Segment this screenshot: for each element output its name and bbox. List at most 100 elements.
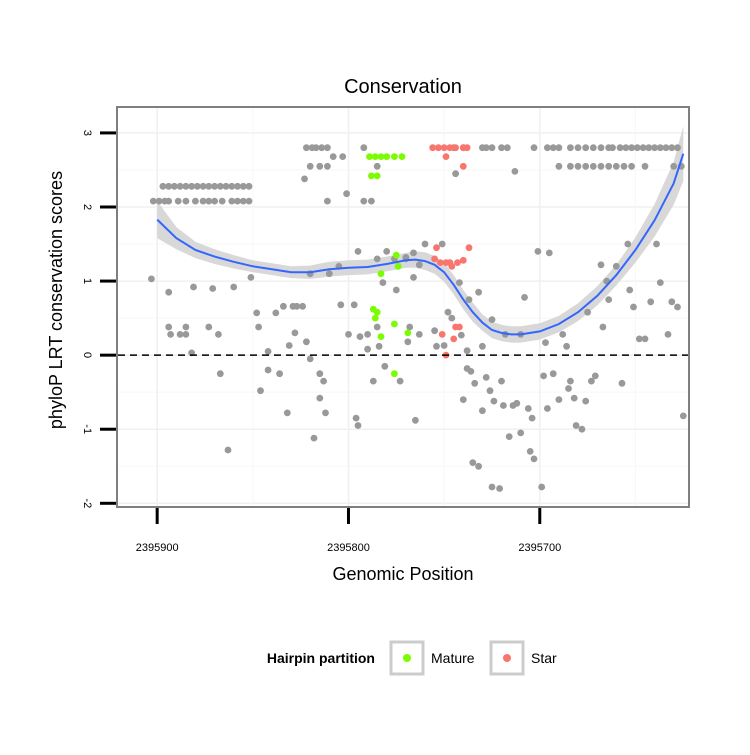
data-point-other (165, 323, 173, 331)
data-point-other (599, 323, 607, 331)
data-point-other (626, 286, 634, 294)
legend-swatch-star (503, 654, 511, 662)
data-point-mature (373, 308, 381, 316)
data-point-other (192, 197, 199, 205)
data-point-other (574, 162, 582, 170)
data-point-other (647, 298, 655, 306)
data-point-other (563, 342, 570, 350)
y-tick-label: 1 (81, 278, 93, 284)
data-point-other (505, 433, 513, 440)
data-point-other (324, 144, 331, 152)
data-point-other (272, 309, 280, 317)
data-point-other (412, 416, 419, 424)
data-point-other (545, 249, 553, 257)
data-point-other (521, 294, 528, 301)
data-point-mature (366, 153, 373, 161)
data-point-other (182, 182, 190, 190)
data-point-other (148, 275, 155, 283)
data-point-other (471, 379, 479, 387)
y-tick-label: 2 (81, 204, 93, 210)
data-point-other (339, 153, 347, 161)
data-point-other (524, 405, 532, 412)
data-point-other (452, 170, 459, 178)
data-point-other (628, 144, 635, 152)
data-point-other (392, 286, 400, 294)
data-point-other (350, 301, 358, 309)
data-point-star (463, 144, 471, 152)
data-point-star (465, 244, 473, 252)
data-point-other (498, 144, 505, 152)
data-point-other (456, 279, 463, 286)
data-point-other (176, 331, 184, 338)
data-point-other (511, 168, 519, 175)
data-point-other (633, 144, 641, 152)
data-point-other (513, 399, 521, 407)
data-point-other (255, 323, 262, 331)
data-point-other (597, 261, 605, 269)
data-point-other (544, 405, 551, 412)
data-point-other (482, 374, 490, 381)
data-point-mature (371, 314, 379, 322)
data-point-other (190, 283, 197, 291)
data-point-other (303, 338, 310, 346)
data-point-other (488, 483, 496, 491)
data-point-other (526, 448, 534, 455)
data-point-other (469, 459, 477, 466)
data-point-other (396, 377, 404, 385)
data-point-other (612, 162, 620, 170)
data-point-other (572, 422, 580, 429)
data-point-other (609, 144, 616, 152)
data-point-other (459, 396, 467, 403)
data-point-other (209, 285, 217, 292)
data-point-other (404, 338, 412, 346)
legend-entry-star: Star (489, 640, 557, 676)
data-point-other (293, 302, 301, 310)
data-point-star (459, 256, 467, 264)
data-point-other (306, 162, 314, 170)
data-point-other (440, 342, 448, 349)
data-point-other (325, 270, 333, 278)
legend: Hairpin partition Mature Star (267, 640, 557, 676)
data-point-other (656, 144, 664, 152)
data-point-other (291, 329, 299, 337)
data-point-other (354, 422, 362, 429)
data-point-mature (391, 153, 398, 161)
data-point-other (534, 248, 542, 255)
data-point-other (555, 144, 563, 152)
data-point-other (645, 144, 653, 152)
data-point-other (373, 323, 381, 331)
data-point-other (222, 182, 230, 190)
y-axis-title: phyloP LRT conservation scores (46, 171, 66, 429)
grid-lines (118, 108, 688, 506)
data-point-mature (377, 333, 385, 340)
data-point-other (171, 182, 178, 190)
data-point-other (475, 462, 482, 470)
data-point-other (345, 331, 352, 338)
data-point-other (211, 182, 219, 190)
data-point-other (218, 197, 226, 205)
data-point-other (211, 197, 219, 205)
data-point-other (549, 144, 557, 152)
data-point-other (488, 316, 496, 323)
data-point-other (234, 197, 241, 205)
data-point-other (354, 248, 362, 255)
data-point-other (475, 288, 482, 296)
data-point-other (549, 370, 557, 378)
data-point-other (670, 162, 678, 170)
data-point-other (444, 308, 452, 316)
data-point-other (174, 197, 182, 205)
data-point-other (306, 355, 314, 363)
data-point-other (322, 409, 329, 417)
data-point-other (555, 162, 563, 170)
data-point-other (167, 331, 175, 338)
data-point-other (622, 144, 630, 152)
data-point-other (253, 309, 261, 317)
data-point-other (605, 162, 613, 170)
data-point-other (182, 331, 190, 338)
data-point-other (316, 370, 324, 378)
data-point-other (324, 162, 331, 170)
legend-swatch-mature (403, 654, 411, 662)
data-point-other (264, 348, 272, 355)
data-point-other (467, 368, 475, 375)
data-point-other (651, 144, 658, 152)
